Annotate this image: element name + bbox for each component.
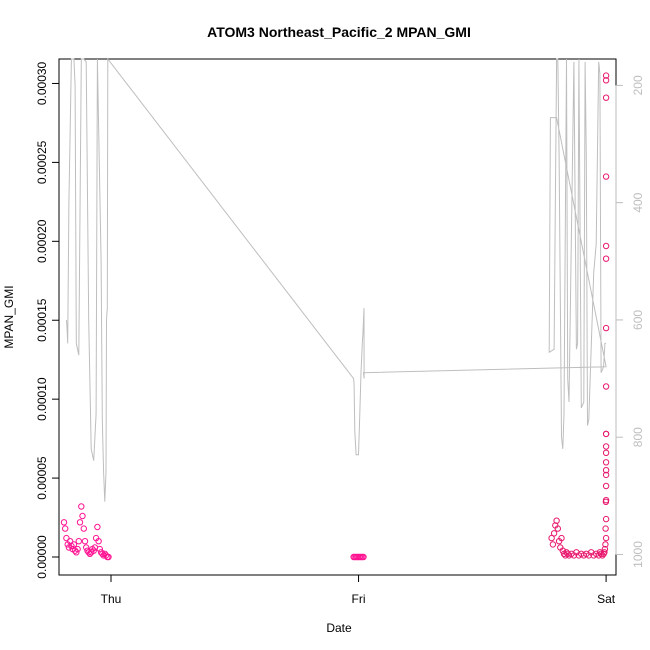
- data-point: [602, 242, 610, 250]
- data-point: [81, 538, 89, 545]
- data-point: [78, 503, 85, 510]
- y2-tick-label: 400: [631, 192, 645, 212]
- data-point: [559, 547, 566, 554]
- data-point: [553, 517, 560, 524]
- data-point: [602, 471, 610, 479]
- data-point: [601, 549, 608, 556]
- chart-title: ATOM3 Northeast_Pacific_2 MPAN_GMI: [207, 24, 471, 40]
- data-point: [86, 550, 94, 557]
- x-tick-label: Sat: [597, 592, 616, 606]
- data-point: [597, 550, 605, 557]
- data-point: [90, 547, 97, 554]
- x-tick-label: Fri: [352, 592, 366, 606]
- y-tick-label: 0.00030: [35, 61, 49, 105]
- data-point: [602, 467, 610, 474]
- data-point: [601, 545, 609, 553]
- series-line: [65, 57, 607, 502]
- data-point: [550, 530, 558, 537]
- data-point: [602, 541, 609, 548]
- data-point: [602, 72, 610, 79]
- data-point: [602, 515, 610, 523]
- data-point: [99, 550, 106, 557]
- data-point: [60, 519, 68, 526]
- data-point: [602, 459, 610, 466]
- data-point: [96, 545, 104, 553]
- data-point: [602, 443, 610, 450]
- data-point: [602, 173, 610, 180]
- data-point: [79, 512, 86, 520]
- data-point: [548, 534, 555, 542]
- data-point: [602, 324, 610, 332]
- data-point: [83, 544, 90, 551]
- data-point: [75, 538, 83, 545]
- series-layer: [60, 57, 610, 561]
- data-point: [602, 482, 610, 490]
- y-tick-label: 0.00010: [35, 377, 49, 421]
- data-point: [602, 383, 610, 390]
- y2-tick-label: 600: [631, 310, 645, 330]
- data-point: [80, 525, 88, 532]
- y-tick-label: 0.00025: [35, 140, 49, 184]
- data-point: [558, 534, 565, 542]
- data-point: [61, 525, 69, 532]
- axes-layer: 0.00000 0.00005 0.00010 0.00015 0.00020 0.000…: [35, 61, 645, 606]
- data-point: [602, 449, 610, 456]
- data-point: [602, 525, 609, 532]
- y2-tick-label: 800: [631, 427, 645, 447]
- y-tick-label: 0.00020: [35, 219, 49, 263]
- y-tick-label: 0.00005: [35, 456, 49, 500]
- data-point: [554, 525, 561, 532]
- y-tick-label: 0.00015: [35, 298, 49, 342]
- data-point: [360, 553, 367, 561]
- data-point: [602, 94, 610, 101]
- data-point: [549, 541, 557, 548]
- data-point: [602, 534, 610, 542]
- y2-tick-label: 200: [631, 75, 645, 95]
- data-point: [63, 534, 70, 542]
- x-axis-label: Date: [326, 621, 352, 635]
- y-tick-label: 0.00000: [35, 535, 49, 579]
- data-point: [73, 549, 80, 556]
- data-point: [74, 545, 81, 553]
- y-axis-label: MPAN_GMI: [2, 285, 16, 348]
- data-point: [602, 497, 610, 504]
- data-point: [95, 538, 102, 545]
- data-point: [94, 523, 101, 531]
- y2-tick-label: 1000: [631, 541, 645, 568]
- data-point: [564, 550, 571, 557]
- x-tick-label: Thu: [101, 592, 122, 606]
- data-point: [76, 519, 84, 526]
- plot-frame: [58, 58, 617, 576]
- data-point: [602, 255, 610, 262]
- data-point: [602, 77, 610, 84]
- data-point: [70, 541, 78, 548]
- data-point: [105, 553, 112, 561]
- data-point: [602, 430, 610, 438]
